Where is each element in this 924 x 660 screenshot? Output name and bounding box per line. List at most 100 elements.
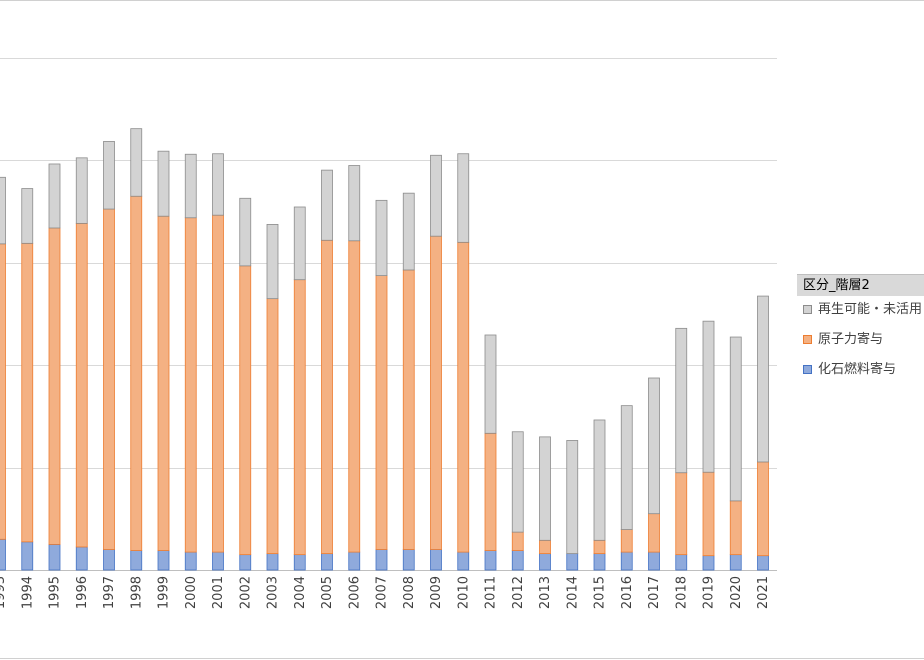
- bar-renewable-2014[interactable]: [566, 440, 579, 555]
- legend-label-fossil: 化石燃料寄与: [818, 362, 897, 377]
- bar-nuclear-2002[interactable]: [239, 265, 252, 556]
- bar-fossil-2013[interactable]: [539, 553, 551, 571]
- bar-renewable-2000[interactable]: [184, 153, 197, 219]
- bar-nuclear-1999[interactable]: [157, 215, 170, 551]
- bar-renewable-2017[interactable]: [648, 377, 660, 515]
- bar-nuclear-2009[interactable]: [430, 235, 442, 550]
- x-tick-1997: 1997: [102, 576, 117, 609]
- bar-fossil-2008[interactable]: [402, 549, 415, 571]
- bar-nuclear-2020[interactable]: [729, 500, 742, 556]
- bar-fossil-2005[interactable]: [321, 553, 333, 571]
- bar-renewable-2010[interactable]: [457, 153, 470, 243]
- bar-nuclear-1994[interactable]: [21, 242, 34, 543]
- bar-renewable-2006[interactable]: [348, 165, 361, 242]
- bar-fossil-2016[interactable]: [620, 551, 633, 571]
- bar-renewable-1998[interactable]: [130, 128, 143, 197]
- bar-renewable-1993[interactable]: [0, 176, 6, 245]
- bar-nuclear-2013[interactable]: [539, 539, 551, 555]
- bar-nuclear-2021[interactable]: [757, 461, 769, 557]
- x-tick-2013: 2013: [538, 576, 553, 609]
- bar-renewable-2001[interactable]: [212, 153, 224, 216]
- bar-fossil-2020[interactable]: [729, 554, 742, 571]
- bar-fossil-1999[interactable]: [157, 550, 170, 571]
- bar-fossil-1995[interactable]: [48, 544, 61, 571]
- bar-renewable-2005[interactable]: [321, 169, 333, 241]
- bar-fossil-2006[interactable]: [348, 551, 361, 571]
- bar-nuclear-2001[interactable]: [212, 214, 224, 553]
- bar-fossil-2002[interactable]: [239, 554, 252, 571]
- bar-fossil-2015[interactable]: [593, 553, 606, 571]
- bar-renewable-2013[interactable]: [539, 436, 551, 541]
- x-tick-1995: 1995: [48, 576, 63, 609]
- bar-renewable-1994[interactable]: [21, 188, 34, 244]
- bar-renewable-2007[interactable]: [375, 199, 388, 276]
- bar-nuclear-2003[interactable]: [266, 298, 279, 555]
- bar-nuclear-2004[interactable]: [293, 279, 306, 556]
- bar-fossil-2018[interactable]: [675, 554, 688, 571]
- bar-nuclear-2018[interactable]: [675, 472, 688, 556]
- bar-fossil-1996[interactable]: [75, 546, 88, 571]
- bar-renewable-2015[interactable]: [593, 419, 606, 541]
- bar-fossil-2007[interactable]: [375, 549, 388, 571]
- bar-nuclear-1997[interactable]: [103, 208, 115, 550]
- bar-renewable-2004[interactable]: [293, 206, 306, 281]
- bar-renewable-2018[interactable]: [675, 327, 688, 474]
- bar-nuclear-2011[interactable]: [484, 432, 497, 551]
- bar-nuclear-2005[interactable]: [321, 239, 333, 555]
- bar-fossil-2004[interactable]: [293, 554, 306, 571]
- bar-fossil-2021[interactable]: [757, 555, 769, 571]
- bar-renewable-2009[interactable]: [430, 154, 442, 237]
- bar-renewable-2021[interactable]: [757, 295, 769, 463]
- legend-label-nuclear: 原子力寄与: [818, 332, 884, 347]
- bar-renewable-2012[interactable]: [511, 431, 524, 533]
- bar-nuclear-2006[interactable]: [348, 240, 361, 553]
- bar-fossil-1994[interactable]: [21, 541, 34, 571]
- bar-fossil-2012[interactable]: [511, 550, 524, 571]
- bar-fossil-1997[interactable]: [103, 549, 115, 571]
- bar-renewable-1999[interactable]: [157, 150, 170, 217]
- bar-renewable-1996[interactable]: [75, 157, 88, 224]
- bar-nuclear-2019[interactable]: [702, 471, 715, 557]
- legend-title[interactable]: 区分_階層2: [797, 274, 924, 296]
- bar-fossil-2003[interactable]: [266, 553, 279, 571]
- bar-nuclear-2015[interactable]: [593, 539, 606, 555]
- bar-renewable-1995[interactable]: [48, 163, 61, 229]
- legend-item-nuclear[interactable]: 原子力寄与: [803, 330, 883, 350]
- bar-renewable-2003[interactable]: [266, 223, 279, 300]
- bar-renewable-2016[interactable]: [620, 405, 633, 530]
- bar-fossil-2001[interactable]: [212, 551, 224, 571]
- bar-nuclear-2008[interactable]: [402, 269, 415, 550]
- bar-fossil-1993[interactable]: [0, 538, 6, 571]
- bar-renewable-2011[interactable]: [484, 334, 497, 434]
- bar-fossil-2009[interactable]: [430, 549, 442, 571]
- bar-renewable-2008[interactable]: [402, 192, 415, 271]
- bar-fossil-2019[interactable]: [702, 555, 715, 571]
- legend-label-renewable: 再生可能・未活用: [818, 302, 923, 317]
- bar-renewable-2019[interactable]: [702, 320, 715, 473]
- bar-fossil-2010[interactable]: [457, 551, 470, 571]
- bar-renewable-2020[interactable]: [729, 336, 742, 502]
- bar-fossil-2011[interactable]: [484, 550, 497, 571]
- bar-nuclear-1993[interactable]: [0, 243, 6, 540]
- bar-fossil-2000[interactable]: [184, 551, 197, 571]
- bar-fossil-2014[interactable]: [566, 553, 579, 571]
- bar-nuclear-2010[interactable]: [457, 241, 470, 553]
- x-tick-2007: 2007: [375, 576, 390, 609]
- bar-nuclear-2007[interactable]: [375, 275, 388, 550]
- x-tick-2012: 2012: [511, 576, 526, 609]
- legend-item-fossil[interactable]: 化石燃料寄与: [803, 360, 896, 380]
- bar-renewable-2002[interactable]: [239, 197, 252, 267]
- bar-nuclear-2000[interactable]: [184, 217, 197, 553]
- bar-nuclear-2012[interactable]: [511, 531, 524, 551]
- bar-nuclear-2017[interactable]: [648, 513, 660, 553]
- bar-nuclear-1996[interactable]: [75, 222, 88, 548]
- bar-fossil-2017[interactable]: [648, 551, 660, 571]
- bar-renewable-1997[interactable]: [103, 141, 115, 210]
- bar-nuclear-1995[interactable]: [48, 227, 61, 545]
- bar-fossil-1998[interactable]: [130, 550, 143, 571]
- bar-nuclear-1998[interactable]: [130, 195, 143, 551]
- bar-nuclear-2016[interactable]: [620, 529, 633, 553]
- frame-top-border: [0, 0, 924, 1]
- legend-item-renewable[interactable]: 再生可能・未活用: [803, 300, 922, 320]
